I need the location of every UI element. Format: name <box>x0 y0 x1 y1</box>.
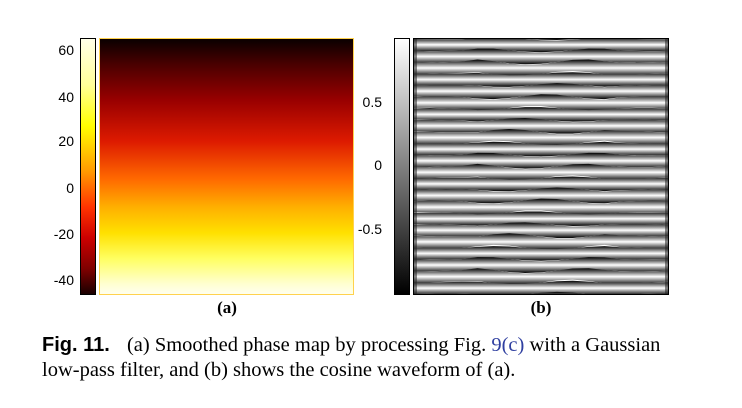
fringe-band <box>414 268 668 286</box>
panel-b-label: (b) <box>530 298 552 317</box>
fringe-band <box>414 222 668 239</box>
panel-a-colorbar <box>80 38 96 295</box>
panel-a-phase-map <box>99 38 354 295</box>
fringe-edge <box>414 39 417 294</box>
fringe-band <box>414 83 668 100</box>
panel-b-tick-0: 0 <box>374 157 382 173</box>
fringe-band <box>414 176 668 192</box>
panel-b-tick-neg0.5: -0.5 <box>357 221 382 237</box>
fringe-band <box>414 246 668 261</box>
fringe-bands <box>414 39 668 294</box>
fringe-band <box>414 211 668 227</box>
panel-a-tick-40: 40 <box>58 89 74 105</box>
fringe-band <box>414 198 668 216</box>
fringe-band <box>414 128 668 146</box>
figure-11: 60 40 20 0 -20 -40 (a) 0.5 0 -0.5 (b) <box>53 38 669 317</box>
fringe-band <box>414 280 668 294</box>
figure-label: Fig. 11. <box>42 334 110 356</box>
fringe-band <box>414 107 668 122</box>
panel-b-cosine-fringes <box>413 38 669 295</box>
panel-a-tick-60: 60 <box>58 42 74 58</box>
caption-text-end: with a Gaussian low-pass filter, and (b)… <box>42 334 661 381</box>
fringe-band <box>414 48 668 65</box>
caption-text-start: (a) Smoothed phase map by processing Fig… <box>126 334 487 356</box>
fringe-band <box>414 94 668 112</box>
fringe-band <box>414 141 668 157</box>
figure-9c-link[interactable]: 9(c) <box>491 334 525 356</box>
panel-a-tick-20: 20 <box>58 133 74 149</box>
panel-a-tick-neg20: -20 <box>53 226 74 242</box>
fringe-edge <box>665 39 668 294</box>
fringe-band <box>414 257 668 273</box>
fringe-band <box>414 39 668 40</box>
panel-a-tick-neg40: -40 <box>53 272 74 288</box>
panel-a-tick-0: 0 <box>66 180 74 196</box>
panel-b-colorbar <box>394 38 410 295</box>
fringe-band <box>414 152 668 169</box>
fringe-band <box>414 72 668 87</box>
panel-a-label: (a) <box>217 298 237 317</box>
panel-b-tick-0.5: 0.5 <box>362 94 382 110</box>
fringe-band <box>414 291 668 294</box>
fringe-band <box>414 117 668 134</box>
fringe-band <box>414 233 668 251</box>
fringe-band <box>414 39 668 53</box>
figure-caption: Fig. 11. (a) Smoothed phase map by proce… <box>42 333 702 383</box>
fringe-band <box>414 187 668 204</box>
fringe-band <box>414 59 668 77</box>
fringe-band <box>414 163 668 181</box>
